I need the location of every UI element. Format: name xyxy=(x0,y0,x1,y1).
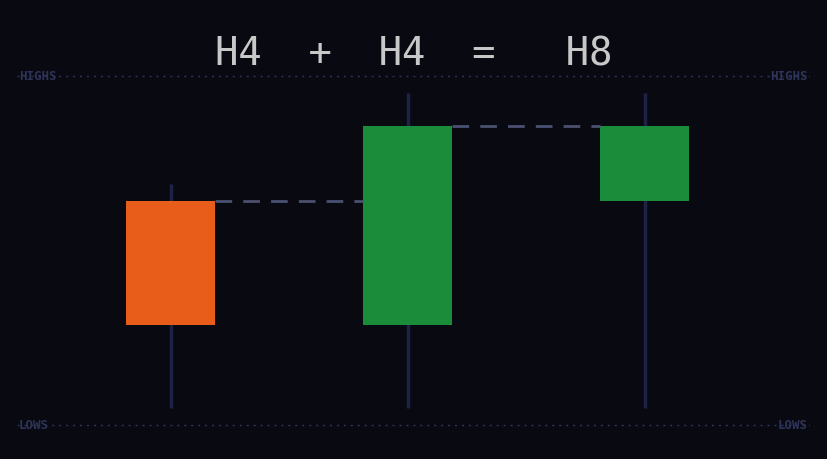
Text: HIGHS: HIGHS xyxy=(19,70,56,84)
Text: H4  +  H4  =   H8: H4 + H4 = H8 xyxy=(215,36,612,74)
Text: LOWS: LOWS xyxy=(778,419,808,431)
Bar xyxy=(600,127,689,201)
Text: LOWS: LOWS xyxy=(19,419,49,431)
Text: HIGHS: HIGHS xyxy=(771,70,808,84)
Bar xyxy=(363,127,452,325)
Bar xyxy=(127,201,215,325)
